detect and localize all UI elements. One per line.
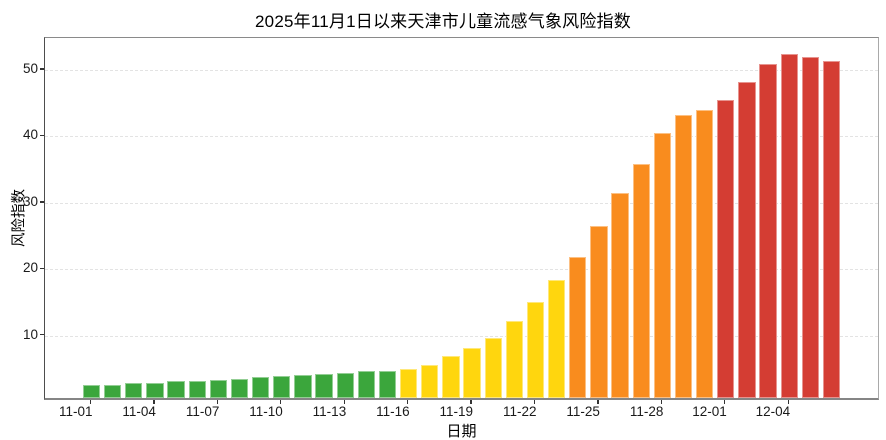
x-tick-label: 11-01 [58, 404, 93, 419]
x-tick-mark [280, 400, 282, 404]
bar-11-26 [611, 192, 629, 398]
bar-11-17 [421, 365, 439, 398]
bar-12-05 [801, 57, 819, 398]
bar-12-04 [780, 53, 798, 398]
bar-11-10 [273, 376, 291, 398]
bar-11-07 [209, 380, 228, 398]
bar-11-25 [590, 225, 608, 398]
y-tick-mark [40, 201, 44, 203]
y-tick-mark [40, 267, 44, 270]
x-tick-mark [406, 400, 409, 404]
bar-11-11 [294, 375, 312, 398]
x-tick-mark [343, 400, 345, 404]
x-tick-mark [597, 400, 599, 404]
x-tick-mark [216, 400, 219, 404]
x-tick-label: 11-10 [249, 404, 283, 419]
gridline-50 [45, 69, 878, 71]
bar-11-02 [103, 384, 122, 398]
bar-11-21 [505, 320, 523, 398]
bar-11-13 [336, 372, 354, 398]
bar-11-14 [357, 371, 376, 398]
bar-11-24 [569, 256, 587, 398]
gridline-30 [45, 202, 878, 204]
x-tick-label: 12-04 [755, 404, 791, 419]
y-tick-mark [40, 134, 44, 137]
x-tick-mark [89, 400, 92, 404]
bar-11-22 [526, 302, 545, 398]
x-tick-label: 11-04 [122, 404, 156, 419]
bar-11-28 [653, 132, 671, 398]
x-tick-mark [470, 400, 472, 404]
bar-11-01 [82, 385, 101, 398]
x-tick-mark [724, 400, 726, 404]
bar-11-12 [315, 374, 333, 398]
x-tick-label: 11-28 [629, 404, 664, 419]
bar-11-08 [230, 378, 249, 398]
y-tick-label: 10 [22, 326, 38, 342]
bar-11-09 [251, 377, 270, 398]
bar-11-03 [125, 383, 143, 398]
bar-12-06 [822, 61, 841, 398]
x-tick-mark [533, 400, 536, 404]
bar-11-27 [632, 164, 650, 398]
bar-11-23 [547, 280, 566, 398]
bar-12-03 [759, 63, 777, 398]
x-tick-label: 12-01 [692, 404, 727, 419]
bar-11-19 [463, 347, 481, 398]
bar-11-15 [378, 370, 397, 398]
bar-12-01 [717, 99, 735, 398]
y-tick-mark [40, 68, 44, 70]
y-tick-label: 50 [22, 60, 38, 76]
x-tick-label: 11-16 [376, 404, 410, 419]
plot-area [44, 37, 879, 400]
x-tick-label: 11-13 [312, 404, 347, 419]
y-tick-label: 40 [22, 127, 38, 143]
x-axis-label: 日期 [446, 423, 477, 440]
x-tick-label: 11-25 [566, 404, 600, 419]
bar-11-06 [188, 380, 206, 398]
chart-title: 2025年11月1日以来天津市儿童流感气象风险指数 [255, 12, 631, 31]
x-tick-label: 11-07 [185, 404, 220, 419]
bar-11-30 [695, 110, 714, 398]
gridline-10 [45, 335, 878, 337]
x-tick-mark [660, 400, 663, 404]
bar-11-20 [484, 337, 502, 398]
bar-11-04 [146, 382, 164, 398]
gridline-20 [45, 269, 878, 271]
x-tick-mark [787, 400, 789, 404]
bar-12-02 [738, 81, 756, 398]
x-tick-label: 11-19 [439, 404, 474, 419]
gridline-40 [45, 136, 878, 138]
y-tick-label: 20 [22, 260, 38, 276]
bar-11-16 [399, 369, 418, 398]
y-tick-mark [40, 334, 44, 336]
x-tick-label: 11-22 [502, 404, 537, 419]
bar-11-18 [442, 356, 460, 398]
bar-11-05 [167, 381, 185, 398]
x-tick-mark [153, 400, 155, 404]
bar-11-29 [674, 115, 693, 398]
y-tick-label: 30 [22, 193, 38, 209]
